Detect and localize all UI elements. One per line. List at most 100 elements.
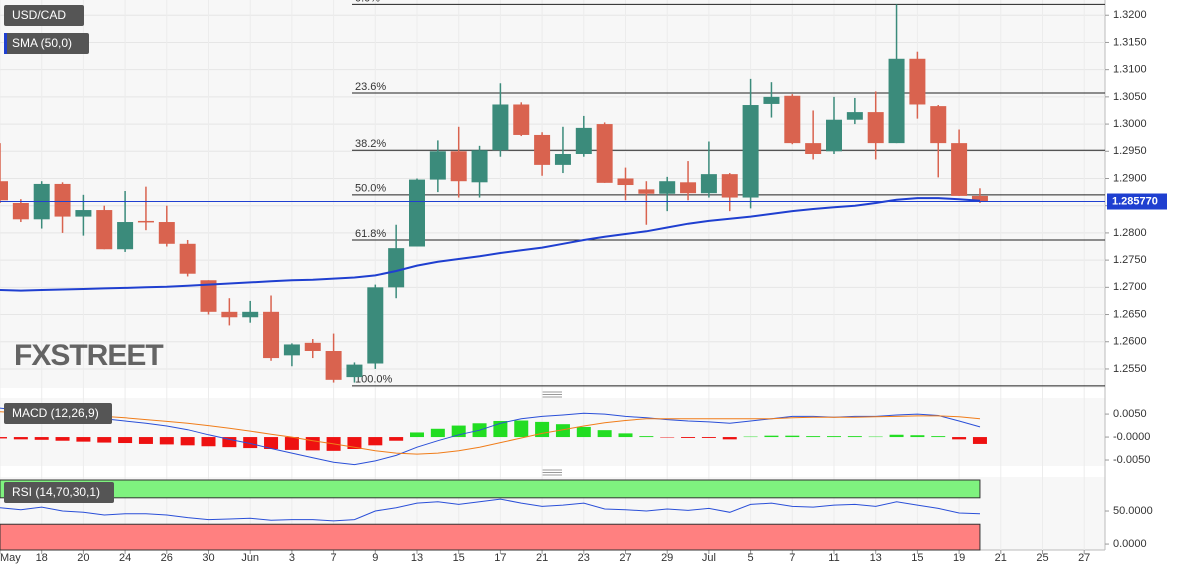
overbought-band xyxy=(0,479,981,499)
macd-histogram-bar xyxy=(827,436,841,438)
x-tick-label: 19 xyxy=(953,552,965,564)
candle-body xyxy=(158,222,175,244)
macd-histogram-bar xyxy=(785,435,800,438)
watermark: FXSTREET xyxy=(14,339,163,372)
macd-histogram-bar xyxy=(910,435,925,438)
y-tick-label: 0.0000 xyxy=(1113,538,1147,550)
candle-body xyxy=(75,210,92,217)
y-tick-label: -0.0050 xyxy=(1113,454,1150,466)
macd-histogram-bar xyxy=(430,428,445,438)
macd-histogram-bar xyxy=(952,437,967,440)
macd-histogram-bar xyxy=(410,432,424,438)
x-tick-label: 5 xyxy=(748,552,754,564)
x-tick-label: 11 xyxy=(828,552,839,564)
y-tick-label: 0.0050 xyxy=(1113,408,1147,420)
candle-body xyxy=(54,183,71,217)
y-tick-label: 50.0000 xyxy=(1113,505,1153,517)
pane-handle xyxy=(542,391,562,476)
candle-body xyxy=(179,243,196,274)
macd-line xyxy=(0,407,981,466)
macd-histogram-bar xyxy=(576,426,591,438)
candle-body xyxy=(826,119,842,152)
macd-histogram-bar xyxy=(889,434,904,438)
macd-histogram-bar xyxy=(180,437,195,446)
candle-body xyxy=(263,311,280,359)
candle-body xyxy=(763,96,780,104)
x-tick-label: 26 xyxy=(161,552,173,564)
x-tick-label: 30 xyxy=(202,552,214,564)
candle-body xyxy=(471,150,488,183)
x-tick-label: 29 xyxy=(661,552,673,564)
candle-body xyxy=(450,151,467,182)
candle-body xyxy=(930,106,947,144)
candle-body xyxy=(200,280,217,312)
macd-histogram-bar xyxy=(722,437,737,440)
x-tick-label: 23 xyxy=(578,552,590,564)
macd-histogram-bar xyxy=(597,430,612,438)
x-tick-label: 25 xyxy=(1036,552,1048,564)
legend-box xyxy=(4,33,89,54)
oversold-band xyxy=(0,523,981,551)
macd-histogram-bar xyxy=(97,437,112,443)
y-tick-label: 1.2700 xyxy=(1113,281,1147,293)
legend-accent xyxy=(4,33,7,54)
legend-box xyxy=(4,482,114,503)
candle-body xyxy=(784,95,801,144)
macd-histogram-bar xyxy=(639,436,654,438)
macd-histogram-bar xyxy=(701,437,716,438)
candle-body xyxy=(12,202,29,220)
x-tick-label: 3 xyxy=(289,552,295,564)
last-price-box xyxy=(1107,193,1167,210)
x-tick-label: 17 xyxy=(494,552,506,564)
x-tick-label: 13 xyxy=(870,552,882,564)
legend-label: USD/CAD xyxy=(12,8,66,22)
y-tick-label: 1.3100 xyxy=(1113,64,1147,76)
macd-histogram-bar xyxy=(347,437,362,449)
fib-label: 61.8% xyxy=(355,228,386,240)
candle-body xyxy=(721,174,738,198)
macd-histogram-bar xyxy=(264,437,279,449)
x-tick-label: 15 xyxy=(911,552,923,564)
y-tick-label: 1.3000 xyxy=(1113,118,1147,130)
candle-body xyxy=(951,143,968,196)
candle-body xyxy=(617,178,634,186)
macd-histogram-bar xyxy=(201,437,216,447)
candle-body xyxy=(742,105,759,198)
candle-body xyxy=(659,181,676,194)
candle-body xyxy=(513,104,530,135)
rsi-line xyxy=(0,498,981,522)
x-tick-label: 21 xyxy=(536,552,548,564)
x-tick-label: 15 xyxy=(453,552,465,564)
macd-histogram-bar xyxy=(222,437,237,448)
candle-body xyxy=(325,350,342,380)
candle-body xyxy=(971,195,988,202)
legend-box xyxy=(4,403,112,424)
fib-label: 100.0% xyxy=(355,374,393,386)
sma-line xyxy=(0,197,981,292)
candle-body xyxy=(117,222,134,250)
candle-body xyxy=(596,124,613,183)
candle-body xyxy=(409,179,425,247)
candle-body xyxy=(137,220,154,223)
fib-label: 38.2% xyxy=(355,138,386,150)
candle-body xyxy=(429,151,446,180)
y-tick-label: 1.2800 xyxy=(1113,227,1147,239)
fib-label: 23.6% xyxy=(355,81,386,93)
macd-histogram-bar xyxy=(764,435,779,438)
candle-body xyxy=(242,311,259,318)
y-tick-label: 1.2900 xyxy=(1113,172,1147,184)
macd-histogram-bar xyxy=(284,437,299,450)
candle-body xyxy=(575,127,592,155)
x-tick-label: 7 xyxy=(331,552,337,564)
x-tick-label: Jun xyxy=(241,552,259,564)
macd-histogram-bar xyxy=(76,437,91,442)
x-tick-label: 27 xyxy=(619,552,631,564)
macd-histogram-bar xyxy=(305,437,320,451)
y-tick-label: 1.3200 xyxy=(1113,9,1147,21)
y-tick-label: -0.0000 xyxy=(1113,431,1150,443)
legend-label: MACD (12,26,9) xyxy=(12,406,99,420)
macd-histogram-bar xyxy=(847,436,862,438)
candle-body xyxy=(867,112,884,144)
macd-histogram-bar xyxy=(972,437,987,444)
